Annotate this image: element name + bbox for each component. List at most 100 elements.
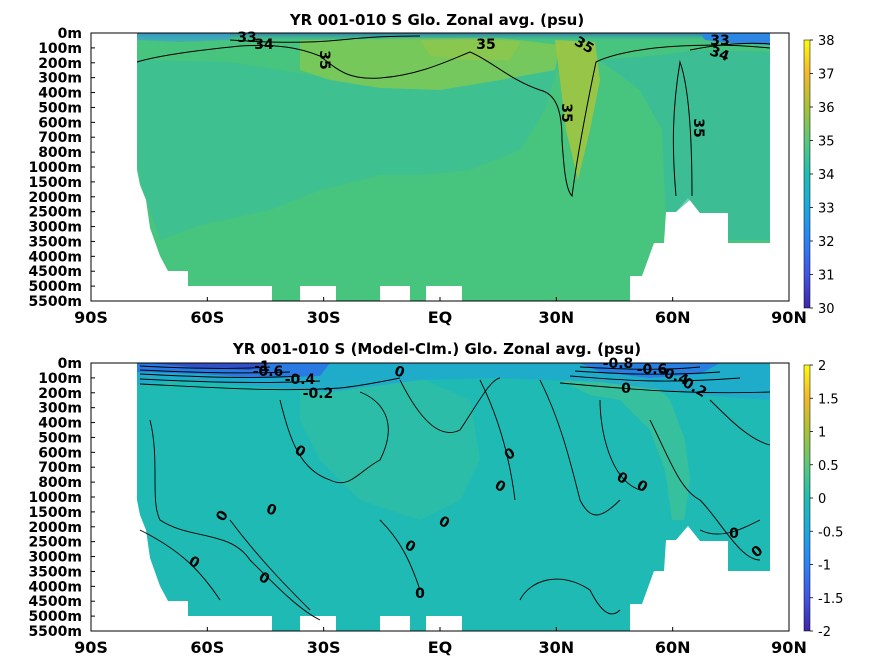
y-tick-label: 5000m [28, 609, 82, 625]
x-tick-label: 60S [190, 638, 224, 656]
y-tick-label: 3500m [28, 564, 82, 580]
panel2-title: YR 001-010 S (Model-Clm.) Glo. Zonal avg… [232, 340, 641, 358]
contour-label: 34 [707, 43, 731, 65]
y-tick-label: 700m [38, 130, 82, 146]
y-tick-label: 200m [38, 386, 82, 402]
colorbar-tick-label: 32 [818, 235, 835, 250]
x-tick-label: 60N [655, 638, 691, 656]
x-tick-label: 90N [771, 308, 807, 327]
y-tick-label: 800m [38, 145, 82, 161]
x-tick-label: EQ [428, 638, 453, 656]
salinity-bias-panel: YR 001-010 S (Model-Clm.) Glo. Zonal avg… [28, 340, 843, 656]
contour-label: -1 [254, 359, 270, 375]
panel2-colorbar-ticks: -2 -1.5 -1 -0.5 0 0.5 1 1.5 2 [810, 359, 843, 640]
y-tick-label: 300m [38, 71, 82, 87]
contour-label: 35 [476, 37, 495, 53]
panel2-colorbar [803, 364, 811, 632]
panel2-field [91, 363, 789, 631]
colorbar-tick-label: 1.5 [818, 392, 839, 407]
y-tick-label: 200m [38, 56, 82, 72]
y-tick-label: 300m [38, 401, 82, 417]
y-tick-label: 2500m [28, 535, 82, 551]
y-tick-label: 400m [38, 86, 82, 102]
y-tick-label: 0m [58, 356, 82, 372]
y-tick-label: 2000m [28, 520, 82, 536]
y-tick-label: 5000m [28, 279, 82, 295]
panel2-y-axis: 0m100m200m300m400m500m600m700m800m1000m1… [28, 356, 95, 640]
colorbar-tick-label: 31 [818, 269, 835, 284]
y-tick-label: 2000m [28, 190, 82, 206]
panel1-title: YR 001-010 S Glo. Zonal avg. (psu) [289, 11, 584, 29]
y-tick-label: 5500m [28, 294, 82, 310]
salinity-panel: YR 001-010 S Glo. Zonal avg. (psu) [28, 11, 834, 327]
y-tick-label: 3000m [28, 220, 82, 236]
y-tick-label: 2500m [28, 205, 82, 221]
panel1-x-axis: 90S 60S 30S EQ 30N 60N 90N [74, 297, 807, 327]
panel2-contours [139, 365, 771, 621]
x-tick-label: 30S [307, 308, 341, 327]
colorbar-tick-label: 1 [818, 426, 826, 441]
colorbar-tick-label: 30 [818, 302, 835, 317]
y-tick-label: 1000m [28, 160, 82, 176]
x-tick-label: 30N [539, 308, 575, 327]
contour-label: -0.2 [303, 386, 334, 402]
contour-label: 33 [237, 30, 256, 46]
colorbar-tick-label: 35 [818, 135, 835, 150]
y-tick-label: 700m [38, 460, 82, 476]
contour-label: 35 [316, 50, 332, 69]
y-tick-label: 500m [38, 430, 82, 446]
y-tick-label: 600m [38, 115, 82, 131]
contour-label: 34 [254, 37, 274, 53]
y-tick-label: 1500m [28, 505, 82, 521]
x-tick-label: 90S [74, 638, 108, 656]
colorbar-tick-label: 34 [818, 168, 835, 183]
contour-label: -0.4 [285, 372, 316, 388]
y-tick-label: 100m [38, 41, 82, 57]
y-tick-label: 3500m [28, 234, 82, 250]
contour-label: 33 [710, 33, 729, 49]
y-tick-label: 4500m [28, 264, 82, 280]
y-tick-label: 800m [38, 475, 82, 491]
y-tick-label: 1000m [28, 490, 82, 506]
x-tick-label: 90S [74, 308, 108, 327]
x-tick-label: 30S [307, 638, 341, 656]
y-tick-label: 600m [38, 445, 82, 461]
contour-label: 0 [621, 381, 631, 397]
panel1-colorbar [803, 39, 811, 309]
contour-label: -0.8 [603, 356, 634, 372]
y-tick-label: 4000m [28, 579, 82, 595]
contour-label: 0 [729, 526, 739, 542]
x-tick-label: 60S [190, 308, 224, 327]
y-tick-label: 4000m [28, 249, 82, 265]
y-tick-label: 1500m [28, 175, 82, 191]
colorbar-tick-label: -2 [818, 625, 831, 640]
colorbar-tick-label: 0 [818, 492, 826, 507]
y-tick-label: 0m [58, 26, 82, 42]
panel1-field [91, 33, 789, 301]
colorbar-tick-label: 36 [818, 101, 835, 116]
panel2-contour-labels: -1-0.6 -0.4-0.20 -0.8 -0.6-0.4-0.200 00 0 00 00… [186, 356, 767, 602]
colorbar-tick-label: 33 [818, 202, 835, 217]
colorbar-tick-label: 2 [818, 359, 826, 374]
panel1-y-axis: 0m100m200m300m400m500m600m700m800m1000m1… [28, 26, 95, 310]
contour-label: 35 [690, 118, 706, 137]
y-tick-label: 500m [38, 100, 82, 116]
x-tick-label: 30N [539, 638, 575, 656]
y-tick-label: 3000m [28, 550, 82, 566]
panel1-colorbar-ticks: 30 31 32 33 34 35 36 37 38 [810, 34, 835, 317]
x-tick-label: EQ [428, 308, 453, 327]
panel1-contours [136, 35, 771, 198]
colorbar-tick-label: -0.5 [818, 525, 843, 540]
colorbar-tick-label: -1 [818, 559, 831, 574]
contour-label: -0.6 [637, 362, 668, 378]
contour-label: 35 [558, 103, 574, 122]
y-tick-label: 100m [38, 371, 82, 387]
x-tick-label: 60N [655, 308, 691, 327]
y-tick-label: 5500m [28, 624, 82, 640]
colorbar-tick-label: -1.5 [818, 592, 843, 607]
y-tick-label: 4500m [28, 594, 82, 610]
colorbar-tick-label: 0.5 [818, 459, 839, 474]
x-tick-label: 90N [771, 638, 807, 656]
panel2-x-axis: 90S 60S 30S EQ 30N 60N 90N [74, 627, 807, 656]
